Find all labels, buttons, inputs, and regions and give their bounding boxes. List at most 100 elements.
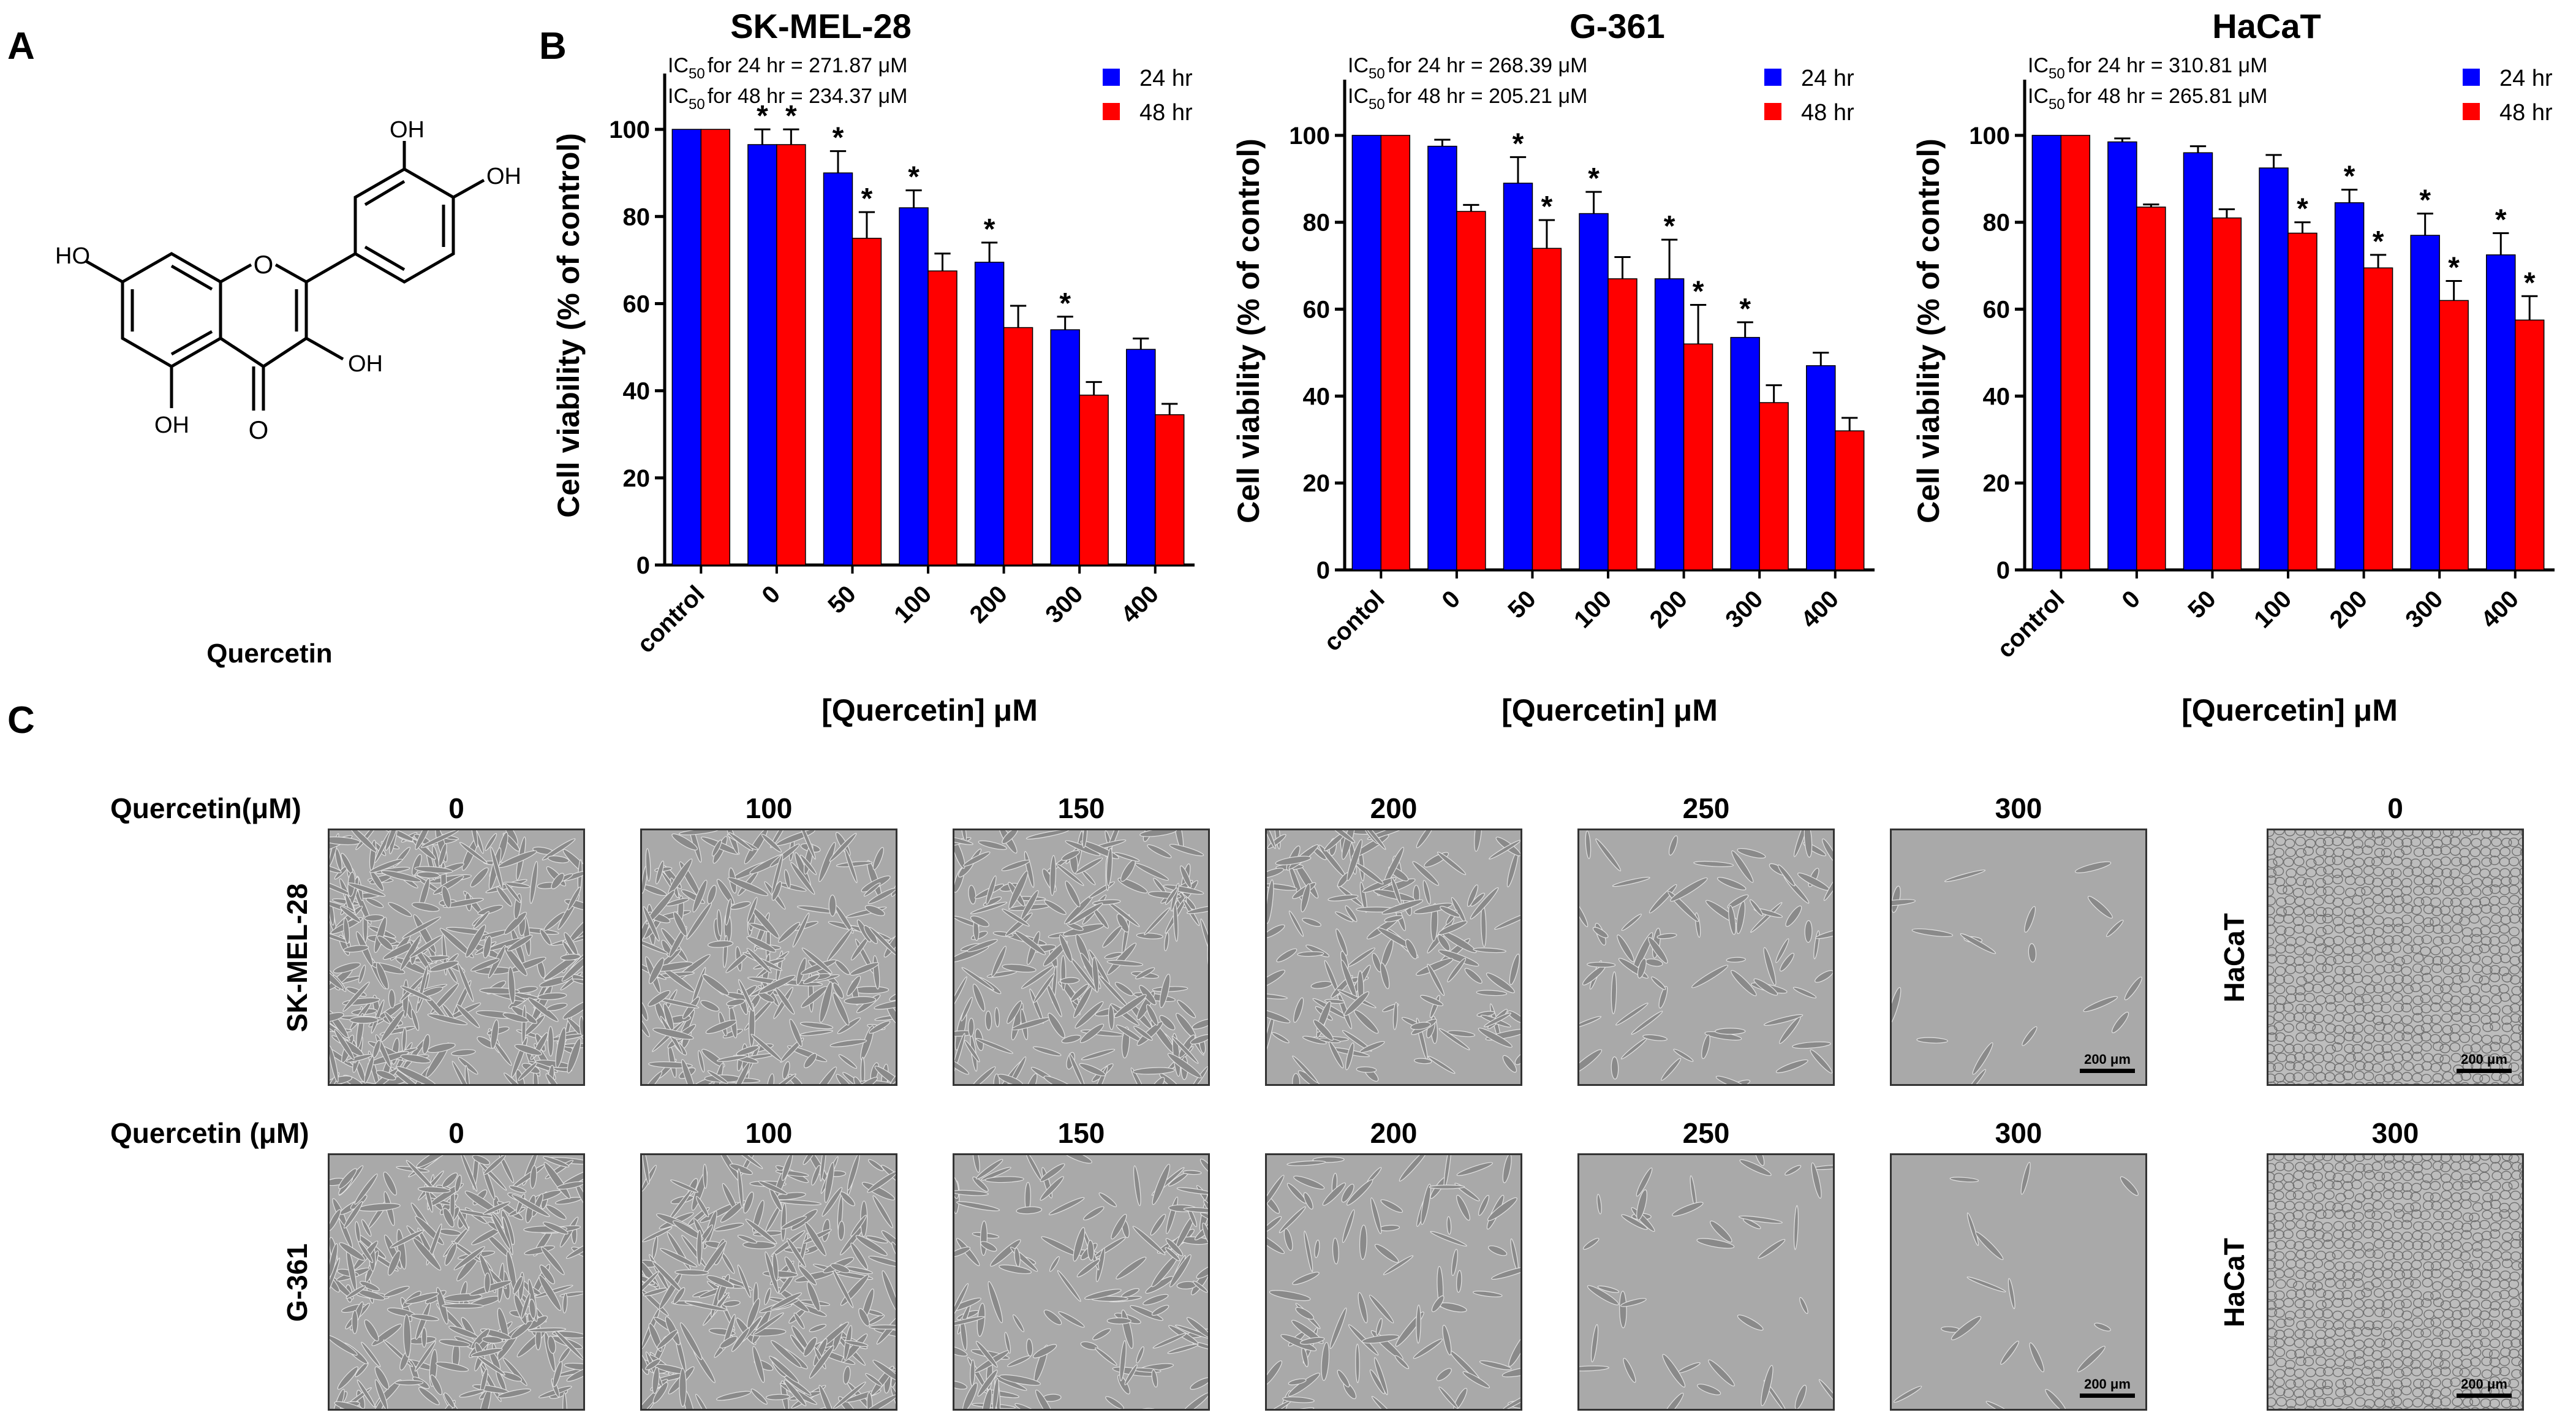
cell bbox=[2020, 1162, 2031, 1195]
cell bbox=[1708, 1359, 1735, 1387]
cell bbox=[1462, 1371, 1490, 1389]
cell bbox=[1815, 970, 1833, 983]
cell bbox=[2274, 1377, 2285, 1387]
cell bbox=[2471, 1308, 2482, 1318]
cell bbox=[2305, 838, 2316, 849]
cell bbox=[2403, 944, 2414, 954]
cell bbox=[541, 1246, 565, 1275]
cell bbox=[2440, 1300, 2452, 1310]
cell bbox=[833, 982, 844, 999]
cell bbox=[2392, 904, 2404, 914]
concentration-label: 150 bbox=[1057, 1117, 1105, 1149]
cell bbox=[737, 1168, 744, 1208]
micrograph-image bbox=[2267, 1153, 2524, 1411]
cell bbox=[2315, 1397, 2326, 1408]
cell bbox=[2451, 1279, 2462, 1289]
cell bbox=[2268, 916, 2275, 927]
micrograph-image bbox=[328, 829, 585, 1086]
cell bbox=[2511, 1369, 2522, 1379]
cell bbox=[807, 1281, 821, 1311]
cell bbox=[1133, 1026, 1153, 1041]
cell bbox=[2509, 1211, 2520, 1221]
cell bbox=[1043, 1310, 1062, 1325]
cell bbox=[2304, 1319, 2315, 1329]
cell bbox=[2459, 973, 2470, 983]
cell bbox=[2423, 885, 2434, 895]
cell bbox=[2343, 1386, 2355, 1396]
cell bbox=[1183, 1207, 1208, 1213]
cell bbox=[2412, 1164, 2423, 1174]
row-cell-line-label: SK-MEL-28 bbox=[281, 883, 313, 1033]
cell bbox=[720, 1200, 746, 1223]
cell bbox=[2519, 1171, 2522, 1180]
cell bbox=[2008, 1278, 2015, 1310]
cell bbox=[2414, 1025, 2425, 1035]
cell bbox=[784, 1379, 807, 1406]
cell bbox=[1378, 1224, 1400, 1232]
cell bbox=[890, 1070, 896, 1084]
cell bbox=[997, 1074, 1024, 1084]
cell bbox=[2440, 1162, 2451, 1172]
cell bbox=[1750, 899, 1764, 917]
cell bbox=[2460, 865, 2471, 874]
cell bbox=[2275, 1200, 2286, 1210]
cell bbox=[2077, 1346, 2106, 1373]
cell bbox=[1288, 1378, 1307, 1386]
significance-star: * bbox=[2524, 267, 2536, 299]
significance-star: * bbox=[1059, 287, 1071, 320]
cell bbox=[2284, 838, 2295, 848]
cell bbox=[2324, 1170, 2336, 1181]
cell bbox=[2344, 1024, 2355, 1034]
cell bbox=[2322, 1386, 2333, 1396]
cell bbox=[2453, 1406, 2463, 1409]
cell bbox=[2344, 1270, 2355, 1280]
concentration-label: 150 bbox=[1057, 792, 1105, 824]
cell bbox=[1098, 1192, 1117, 1207]
cell bbox=[1470, 892, 1485, 907]
cell bbox=[545, 1073, 560, 1084]
cell bbox=[2382, 923, 2394, 934]
cell bbox=[2029, 1342, 2045, 1373]
cell bbox=[2439, 1350, 2451, 1360]
cell bbox=[2284, 1061, 2295, 1071]
cell bbox=[2322, 925, 2333, 935]
cell bbox=[545, 1204, 567, 1220]
cell bbox=[1179, 1392, 1208, 1409]
cell bbox=[2442, 830, 2454, 836]
cell bbox=[1133, 1165, 1141, 1207]
cell bbox=[1777, 864, 1796, 887]
cell bbox=[2384, 904, 2395, 914]
cell bbox=[2303, 1357, 2314, 1367]
cell bbox=[1267, 993, 1288, 999]
cell bbox=[2401, 1015, 2412, 1025]
cell bbox=[2344, 1330, 2355, 1340]
cell bbox=[2499, 1280, 2510, 1289]
cell bbox=[793, 1313, 805, 1329]
cell bbox=[954, 1189, 989, 1196]
cell bbox=[2295, 876, 2307, 886]
cell bbox=[752, 1312, 784, 1335]
cell bbox=[2273, 856, 2284, 867]
cell bbox=[2335, 830, 2346, 836]
cell bbox=[2401, 1072, 2412, 1082]
cell bbox=[891, 1242, 896, 1267]
cell bbox=[2302, 925, 2314, 935]
cell bbox=[1313, 1019, 1334, 1041]
cell bbox=[2296, 1083, 2302, 1084]
cell bbox=[2364, 927, 2375, 936]
micrograph-image bbox=[1265, 1153, 1522, 1411]
cell bbox=[2518, 1231, 2522, 1240]
significance-star: * bbox=[1693, 275, 1704, 308]
cell bbox=[853, 1076, 865, 1084]
cell bbox=[829, 1039, 867, 1047]
cell bbox=[2375, 1082, 2384, 1084]
cell bbox=[981, 1167, 1011, 1181]
cell bbox=[459, 1389, 485, 1398]
chart-title: HaCaT bbox=[2212, 7, 2321, 45]
cell bbox=[1502, 1055, 1517, 1073]
cell bbox=[2376, 1408, 2381, 1409]
cell bbox=[771, 1340, 802, 1368]
cell bbox=[2393, 1406, 2403, 1409]
cell bbox=[1032, 1046, 1062, 1056]
cell bbox=[1596, 1194, 1602, 1215]
